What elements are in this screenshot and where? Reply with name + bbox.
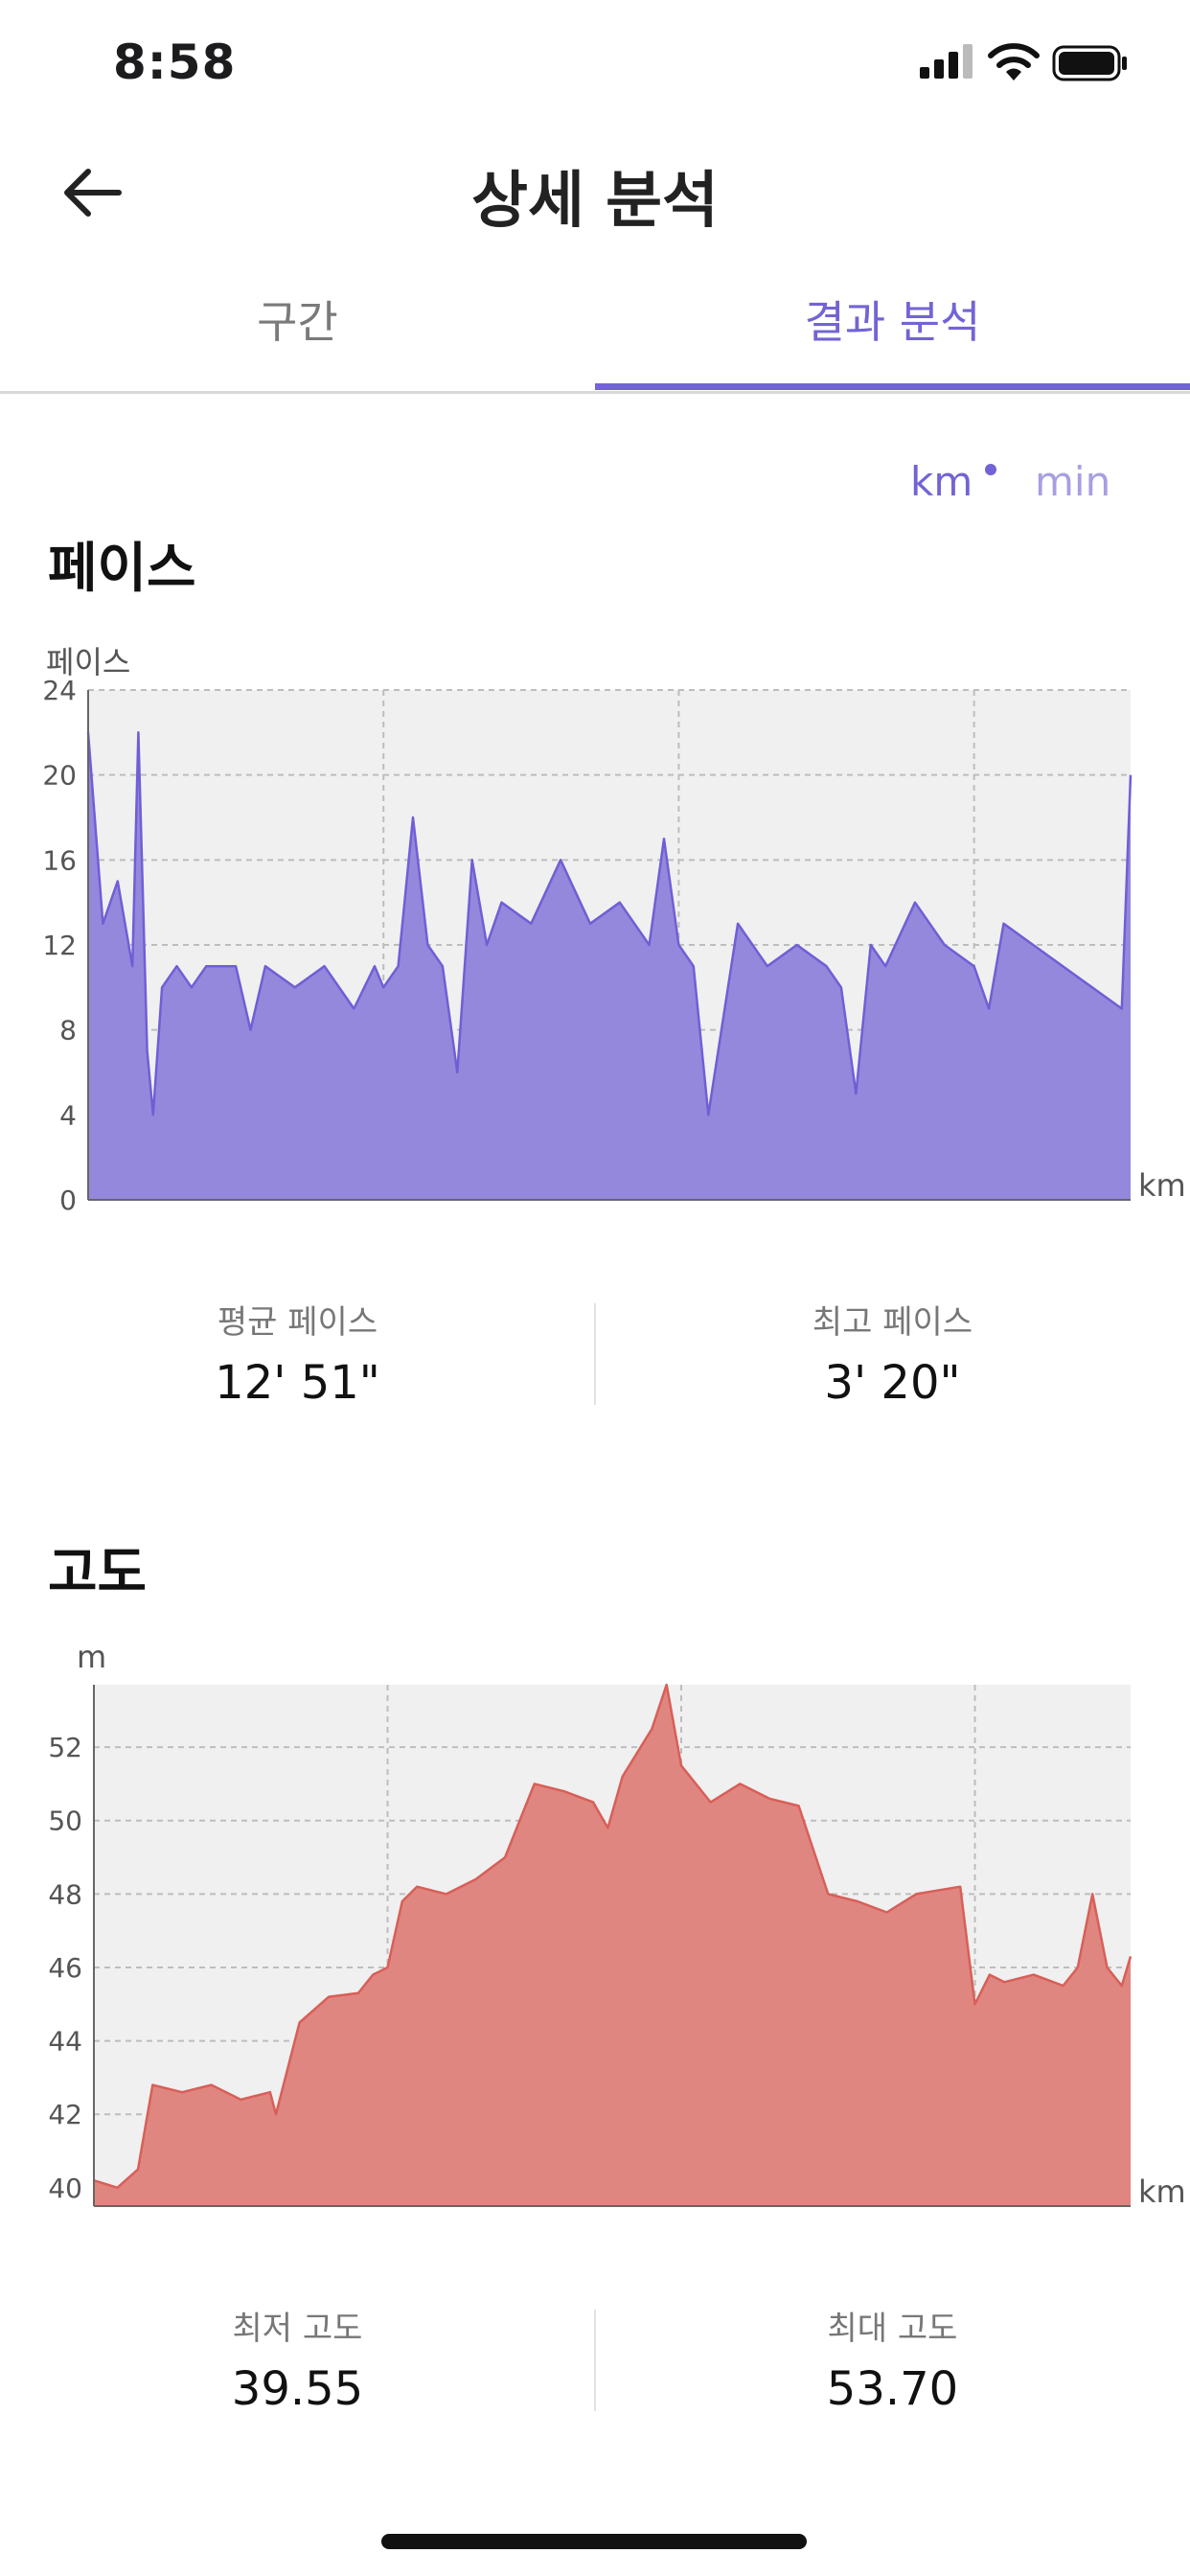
avg-pace-value: 12' 51" <box>215 1356 380 1410</box>
tab-section[interactable]: 구간 <box>257 296 338 348</box>
selected-dot <box>985 464 996 475</box>
altitude-y-axis-label: m <box>77 1639 106 1675</box>
altitude-x-tick-label: 2 <box>673 2220 690 2223</box>
altitude-x-tick-label: 1 <box>379 2220 397 2223</box>
stat-divider <box>594 1303 596 1405</box>
wifi-icon <box>988 43 1040 80</box>
altitude-y-tick-label: 52 <box>48 1732 82 1763</box>
altitude-stats: 최저 고도 39.55 최대 고도 53.70 <box>0 2302 1190 2436</box>
unit-toggle: km min <box>910 458 1140 525</box>
min-altitude-label: 최저 고도 <box>232 2310 363 2348</box>
pace-x-tick-label: 3 <box>966 1213 983 1217</box>
altitude-area-fill <box>94 1685 1131 2206</box>
altitude-y-tick-label: 44 <box>48 2026 82 2058</box>
tab-bar: 구간 결과 분석 <box>0 268 1190 394</box>
tab-indicator <box>595 383 1190 390</box>
unit-min-option[interactable]: min <box>1035 458 1111 505</box>
altitude-y-tick-label: 42 <box>48 2099 82 2130</box>
avg-pace-stat: 평균 페이스 12' 51" <box>0 1296 595 1410</box>
pace-y-axis-label: 페이스 <box>46 644 130 680</box>
altitude-y-tick-label: 48 <box>48 1878 82 1910</box>
max-altitude-label: 최대 고도 <box>827 2310 958 2348</box>
altitude-chart-svg: 40 42 44 46 48 50 52 1 2 3 m km <box>48 1639 1186 2223</box>
pace-y-tick-label: 12 <box>42 930 77 961</box>
best-pace-stat: 최고 페이스 3' 20" <box>595 1296 1190 1410</box>
best-pace-label: 최고 페이스 <box>812 1303 973 1342</box>
pace-series-line <box>86 731 1133 1116</box>
altitude-y-tick-label: 50 <box>48 1806 82 1837</box>
pace-y-tick-label: 16 <box>42 844 77 876</box>
status-time: 8:58 <box>113 34 237 90</box>
cellular-signal-icon <box>920 44 973 79</box>
avg-pace-label: 평균 페이스 <box>217 1303 378 1342</box>
altitude-series-line <box>93 1683 1133 2190</box>
pace-chart-svg: 04812162024123페이스km <box>42 644 1186 1217</box>
altitude-section-title: 고도 <box>48 1542 148 1604</box>
header: 상세 분석 <box>0 134 1190 249</box>
pace-section-title: 페이스 <box>48 538 196 600</box>
pace-x-axis-label: km <box>1138 1167 1186 1204</box>
pace-x-tick-label: 2 <box>671 1213 688 1217</box>
status-bar: 8:58 <box>0 0 1190 134</box>
pace-y-tick-label: 4 <box>59 1099 77 1131</box>
pace-area-fill <box>88 732 1131 1200</box>
pace-y-tick-label: 20 <box>42 760 77 792</box>
pace-y-tick-label: 0 <box>59 1184 77 1216</box>
altitude-chart: 40 42 44 46 48 50 52 1 2 3 m km <box>0 1629 1190 2223</box>
altitude-x-axis-label: km <box>1138 2174 1186 2210</box>
back-button[interactable] <box>59 159 126 226</box>
altitude-x-tick-label: 3 <box>967 2220 984 2223</box>
altitude-y-tick-label: 40 <box>48 2173 82 2204</box>
home-indicator <box>381 2534 807 2549</box>
min-altitude-stat: 최저 고도 39.55 <box>0 2302 595 2416</box>
battery-icon <box>1052 45 1127 81</box>
max-altitude-value: 53.70 <box>826 2362 959 2416</box>
min-altitude-value: 39.55 <box>231 2362 364 2416</box>
altitude-y-tick-label: 46 <box>48 1952 82 1984</box>
pace-chart: 04812162024123페이스km <box>0 623 1190 1217</box>
arrow-left-icon <box>64 169 122 217</box>
best-pace-value: 3' 20" <box>824 1356 961 1410</box>
pace-y-tick-label: 24 <box>42 675 77 706</box>
tab-result-analysis[interactable]: 결과 분석 <box>804 296 981 348</box>
pace-x-tick-label: 1 <box>375 1213 392 1217</box>
pace-stats: 평균 페이스 12' 51" 최고 페이스 3' 20" <box>0 1296 1190 1430</box>
page-title: 상세 분석 <box>471 166 719 237</box>
unit-km-option[interactable]: km <box>910 458 973 505</box>
pace-y-tick-label: 8 <box>59 1015 77 1046</box>
max-altitude-stat: 최대 고도 53.70 <box>595 2302 1190 2416</box>
stat-divider <box>594 2310 596 2411</box>
